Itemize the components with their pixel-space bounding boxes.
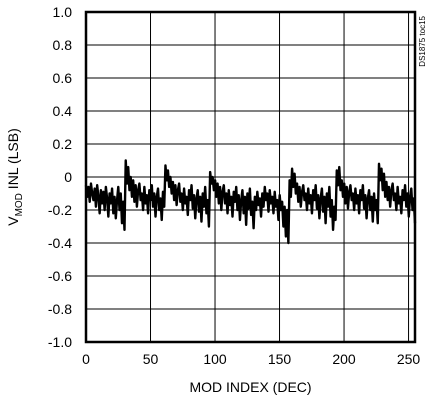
- y-tick-label-7: -0.4: [48, 235, 72, 251]
- x-tick-label-3: 150: [268, 351, 292, 367]
- y-tick-label-9: -0.8: [48, 301, 72, 317]
- x-tick-label-2: 100: [203, 351, 227, 367]
- x-tick-label-4: 200: [332, 351, 356, 367]
- y-tick-label-8: -0.6: [48, 268, 72, 284]
- y-tick-label-0: 1.0: [53, 4, 73, 20]
- y-tick-label-3: 0.4: [53, 103, 73, 119]
- x-axis-ticks: 0 50 100 150 200 250: [82, 351, 420, 367]
- plot-frame: [84, 10, 417, 344]
- x-tick-label-0: 0: [82, 351, 90, 367]
- y-axis-title-prefix: V: [5, 216, 21, 226]
- x-tick-label-1: 50: [143, 351, 159, 367]
- y-tick-label-6: -0.2: [48, 202, 72, 218]
- y-tick-label-4: 0.2: [53, 136, 73, 152]
- y-tick-label-1: 0.8: [53, 37, 73, 53]
- grid-lines: [85, 11, 415, 343]
- figure-id-label: DS1875 toc15: [418, 15, 427, 66]
- y-tick-label-5: 0: [64, 169, 72, 185]
- y-tick-label-10: -1.0: [48, 334, 72, 350]
- inl-series-line: [84, 159, 417, 245]
- y-axis-ticks: 1.0 0.8 0.6 0.4 0.2 0 -0.2 -0.4 -0.6 -0.8 -1.0: [48, 4, 72, 350]
- x-axis-title: MOD INDEX (DEC): [189, 379, 311, 395]
- y-axis-title: VMOD INL (LSB): [5, 128, 25, 226]
- x-tick-label-5: 250: [397, 351, 421, 367]
- y-axis-title-subscript: MOD: [14, 193, 25, 216]
- y-axis-title-suffix: INL (LSB): [5, 128, 21, 193]
- y-tick-label-2: 0.6: [53, 70, 73, 86]
